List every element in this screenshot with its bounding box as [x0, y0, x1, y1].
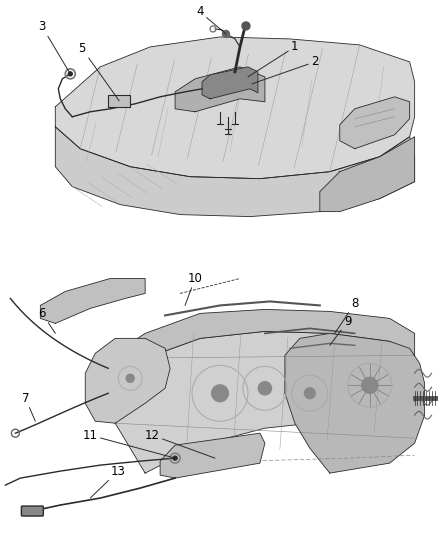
- Circle shape: [242, 22, 250, 30]
- Polygon shape: [320, 137, 415, 212]
- Polygon shape: [115, 310, 415, 378]
- Text: 13: 13: [90, 465, 126, 498]
- Polygon shape: [55, 127, 415, 216]
- Polygon shape: [160, 433, 265, 478]
- FancyBboxPatch shape: [108, 95, 130, 107]
- Polygon shape: [340, 97, 410, 149]
- Polygon shape: [40, 278, 145, 324]
- Text: 12: 12: [145, 429, 215, 458]
- Text: 9: 9: [330, 315, 352, 345]
- Circle shape: [362, 377, 378, 393]
- Polygon shape: [175, 67, 265, 112]
- Polygon shape: [55, 37, 415, 179]
- Circle shape: [173, 456, 177, 460]
- Text: 3: 3: [39, 20, 70, 74]
- Text: 8: 8: [335, 297, 358, 333]
- Polygon shape: [115, 332, 415, 473]
- Circle shape: [223, 30, 230, 37]
- Text: 1: 1: [248, 41, 299, 77]
- Text: 10: 10: [185, 272, 202, 305]
- Polygon shape: [202, 67, 258, 99]
- FancyBboxPatch shape: [21, 506, 43, 516]
- Circle shape: [212, 385, 228, 402]
- Polygon shape: [285, 333, 424, 473]
- Polygon shape: [85, 338, 170, 423]
- Text: 11: 11: [83, 429, 175, 458]
- Circle shape: [304, 388, 315, 399]
- Circle shape: [68, 72, 72, 76]
- Text: 7: 7: [21, 392, 35, 421]
- Text: 4: 4: [196, 5, 226, 34]
- Text: 5: 5: [78, 43, 119, 101]
- Circle shape: [126, 374, 134, 382]
- Circle shape: [258, 382, 272, 395]
- Text: 2: 2: [252, 55, 318, 84]
- Text: 6: 6: [39, 307, 55, 333]
